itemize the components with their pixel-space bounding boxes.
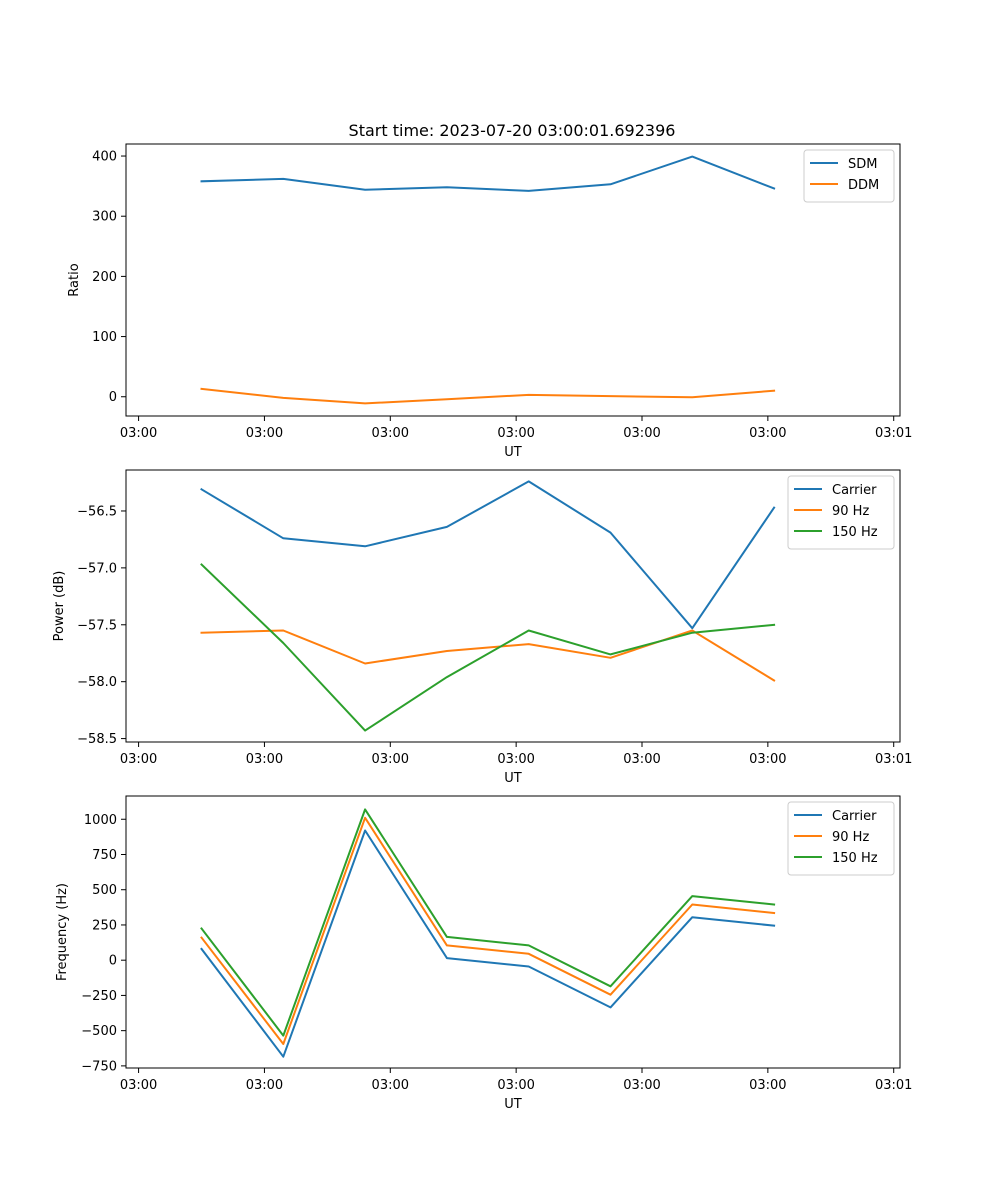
frequency-series-line-90-hz	[200, 816, 776, 1045]
frequency-x-tick-label: 03:00	[749, 1078, 786, 1093]
ratio-legend-label: DDM	[848, 178, 879, 193]
frequency-panel: 03:00 03:00 03:00 03:00 03:00 03:00 03:01 1000 7…	[55, 795, 912, 1112]
power-y-tick-label: −56.5	[77, 504, 117, 519]
ratio-x-tick-label: 03:00	[120, 426, 157, 441]
frequency-x-tick-label: 03:00	[623, 1078, 660, 1093]
ratio-axes-frame	[125, 143, 901, 417]
ratio-y-tick-label: 200	[92, 270, 117, 285]
frequency-legend-label: Carrier	[832, 809, 877, 824]
ratio-x-tick-label: 03:01	[875, 426, 912, 441]
frequency-y-tick-label: −250	[81, 989, 117, 1004]
ratio-x-axis-label: UT	[504, 445, 522, 460]
ratio-x-tick-label: 03:00	[623, 426, 660, 441]
power-legend-label: 150 Hz	[832, 525, 878, 540]
frequency-x-tick-label: 03:01	[875, 1078, 912, 1093]
frequency-series-line-carrier	[200, 829, 776, 1058]
frequency-axes-frame	[125, 795, 901, 1069]
frequency-y-tick-label: 0	[109, 954, 117, 969]
ratio-series-group	[200, 155, 776, 405]
power-legend: Carrier 90 Hz 150 Hz	[787, 475, 895, 550]
power-x-axis-label: UT	[504, 771, 522, 786]
power-x-tick-label: 03:00	[623, 752, 660, 767]
frequency-legend-label: 90 Hz	[832, 830, 869, 845]
ratio-y-tick-label: 300	[92, 210, 117, 225]
frequency-x-tick-label: 03:00	[372, 1078, 409, 1093]
power-y-axis-label: Power (dB)	[52, 571, 67, 642]
frequency-x-tick-label: 03:00	[246, 1078, 283, 1093]
frequency-x-tick-label: 03:00	[497, 1078, 534, 1093]
ratio-x-tick-label: 03:00	[246, 426, 283, 441]
frequency-series-group	[200, 808, 776, 1058]
ratio-y-tick-label: 0	[109, 390, 117, 405]
frequency-y-tick-label: 500	[92, 883, 117, 898]
power-legend-label: 90 Hz	[832, 504, 869, 519]
frequency-y-tick-label: −750	[81, 1059, 117, 1074]
power-panel: 03:00 03:00 03:00 03:00 03:00 03:00 03:01 −56.5…	[52, 469, 912, 786]
frequency-x-tick-label: 03:00	[120, 1078, 157, 1093]
ratio-legend: SDM DDM	[803, 149, 895, 203]
frequency-x-axis-label: UT	[504, 1097, 522, 1112]
ratio-y-tick-label: 100	[92, 330, 117, 345]
power-x-tick-label: 03:01	[875, 752, 912, 767]
frequency-y-axis-label: Frequency (Hz)	[55, 883, 70, 981]
power-x-tick-label: 03:00	[246, 752, 283, 767]
power-series-line-carrier	[200, 480, 776, 630]
power-y-tick-label: −57.5	[77, 618, 117, 633]
power-axes-frame	[125, 469, 901, 743]
power-y-tick-label: −58.0	[77, 675, 117, 690]
frequency-y-tick-label: 1000	[84, 813, 117, 828]
ratio-y-tick-label: 400	[92, 150, 117, 165]
power-y-tick-label: −57.0	[77, 561, 117, 576]
power-series-line-150-hz	[200, 563, 776, 732]
ratio-panel: 03:00 03:00 03:00 03:00 03:00 03:00 03:01 0 100 2…	[67, 143, 912, 460]
figure-title: Start time: 2023-07-20 03:00:01.692396	[349, 121, 676, 140]
ratio-y-axis-label: Ratio	[67, 263, 82, 296]
ratio-legend-label: SDM	[848, 157, 877, 172]
power-series-group	[200, 480, 776, 732]
ratio-x-tick-label: 03:00	[497, 426, 534, 441]
power-x-tick-label: 03:00	[749, 752, 786, 767]
frequency-legend-label: 150 Hz	[832, 851, 878, 866]
ratio-x-tick-label: 03:00	[749, 426, 786, 441]
frequency-legend: Carrier 90 Hz 150 Hz	[787, 801, 895, 876]
power-series-line-90-hz	[200, 629, 776, 682]
power-x-tick-label: 03:00	[372, 752, 409, 767]
power-x-tick-label: 03:00	[497, 752, 534, 767]
ratio-series-line-sdm	[200, 155, 776, 192]
ratio-series-line-ddm	[200, 387, 776, 405]
power-y-tick-label: −58.5	[77, 732, 117, 747]
power-legend-label: Carrier	[832, 483, 877, 498]
frequency-series-line-150-hz	[200, 808, 776, 1037]
power-x-tick-label: 03:00	[120, 752, 157, 767]
frequency-y-tick-label: 250	[92, 918, 117, 933]
frequency-y-tick-label: −500	[81, 1024, 117, 1039]
ratio-x-tick-label: 03:00	[372, 426, 409, 441]
frequency-y-tick-label: 750	[92, 848, 117, 863]
